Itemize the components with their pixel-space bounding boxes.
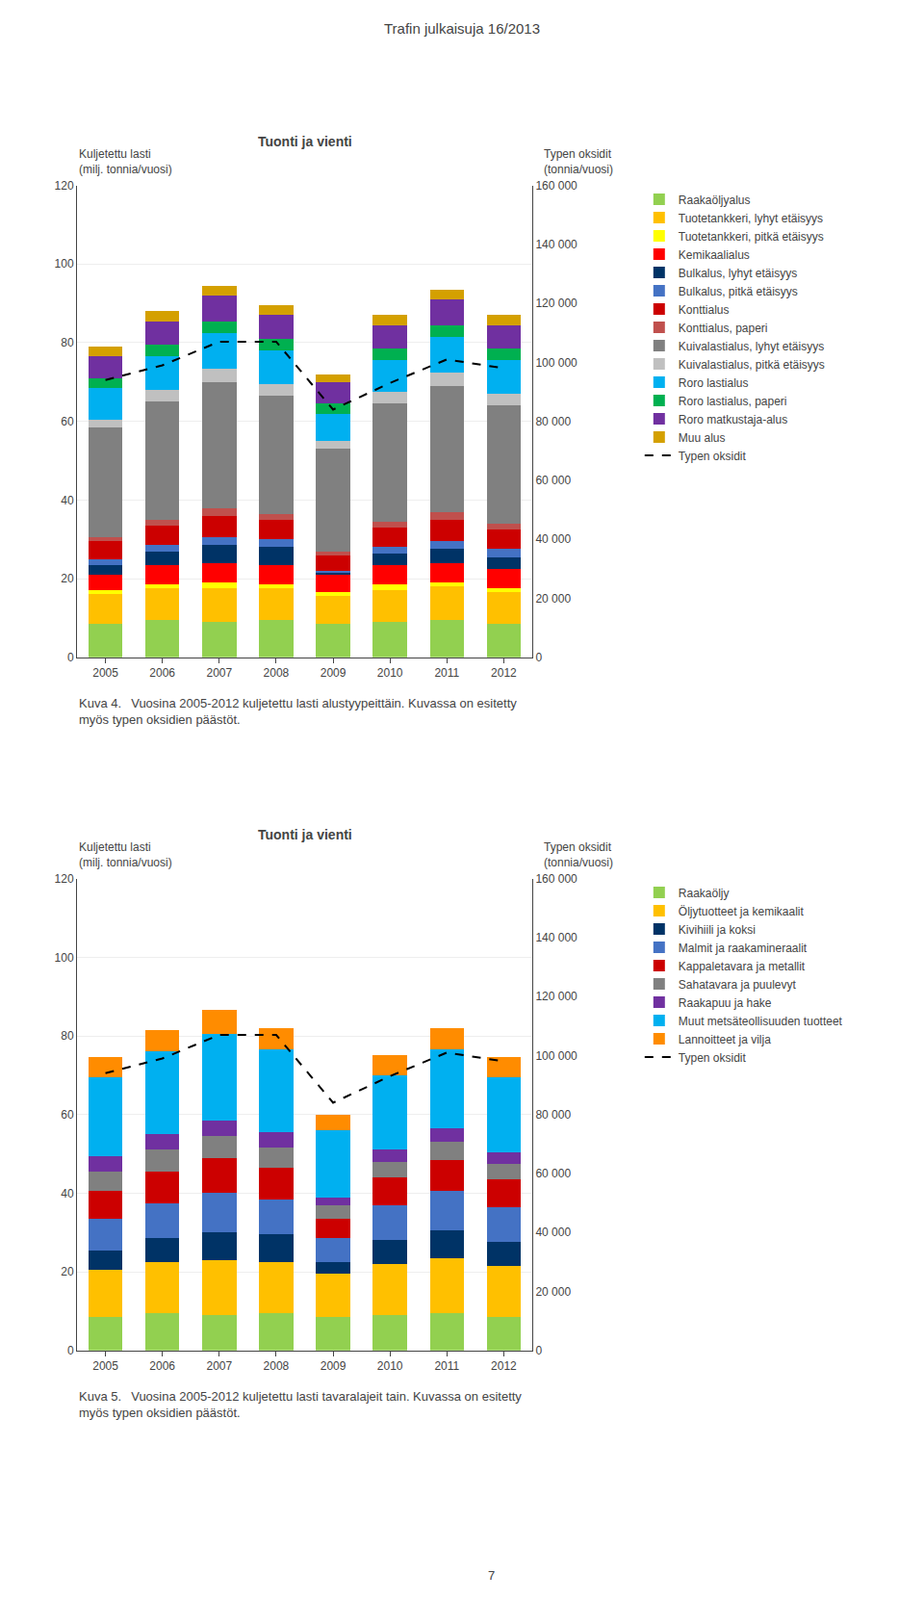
- svg-text:0: 0: [67, 1343, 75, 1358]
- svg-text:Muut metsäteollisuuden tuottee: Muut metsäteollisuuden tuotteet: [678, 1014, 844, 1028]
- svg-text:120 000: 120 000: [535, 296, 578, 310]
- svg-text:7: 7: [487, 1567, 495, 1583]
- svg-text:0: 0: [535, 650, 542, 665]
- svg-text:100: 100: [54, 950, 75, 965]
- svg-text:Trafin julkaisuja 16/2013: Trafin julkaisuja 16/2013: [384, 20, 540, 37]
- svg-text:60: 60: [60, 1107, 75, 1122]
- svg-text:2009: 2009: [320, 1359, 347, 1373]
- svg-text:Typen oksidit(tonnia/vuosi): Typen oksidit(tonnia/vuosi): [543, 147, 614, 177]
- svg-text:100 000: 100 000: [535, 356, 578, 370]
- svg-text:2005: 2005: [92, 666, 119, 680]
- svg-text:120: 120: [54, 872, 75, 886]
- svg-text:20: 20: [60, 1264, 75, 1279]
- svg-text:20: 20: [60, 571, 75, 586]
- svg-text:Kivihiili ja koksi: Kivihiili ja koksi: [678, 923, 756, 937]
- svg-text:Kuva 5. Vuosina 2005-2012 kul: Kuva 5. Vuosina 2005-2012 kuljetettu las…: [78, 1388, 522, 1420]
- svg-text:80 000: 80 000: [535, 414, 571, 429]
- svg-text:Lannoitteet ja vilja: Lannoitteet ja vilja: [678, 1032, 771, 1047]
- svg-text:Bulkalus, pitkä etäisyys: Bulkalus, pitkä etäisyys: [678, 284, 798, 299]
- svg-text:Roro lastialus, paperi: Roro lastialus, paperi: [678, 394, 788, 409]
- svg-text:2011: 2011: [434, 666, 460, 680]
- svg-text:100 000: 100 000: [535, 1049, 578, 1063]
- svg-text:40: 40: [60, 493, 75, 508]
- svg-text:Kuivalastialus, lyhyt etäisyys: Kuivalastialus, lyhyt etäisyys: [678, 339, 824, 354]
- svg-text:Konttialus: Konttialus: [678, 303, 730, 317]
- svg-text:Konttialus, paperi: Konttialus, paperi: [678, 321, 769, 335]
- svg-text:Raakapuu ja hake: Raakapuu ja hake: [678, 996, 772, 1010]
- svg-text:2012: 2012: [490, 666, 517, 680]
- svg-text:140 000: 140 000: [535, 930, 578, 945]
- svg-text:2010: 2010: [377, 1359, 404, 1373]
- svg-text:2008: 2008: [263, 666, 290, 680]
- svg-text:0: 0: [535, 1343, 542, 1358]
- svg-text:Kemikaalialus: Kemikaalialus: [678, 248, 750, 262]
- svg-text:40 000: 40 000: [535, 532, 571, 546]
- svg-text:Kuljetettu lasti(milj. tonnia/: Kuljetettu lasti(milj. tonnia/vuosi): [78, 147, 173, 177]
- svg-text:2009: 2009: [320, 666, 347, 680]
- svg-text:80: 80: [60, 335, 75, 350]
- svg-text:Öljytuotteet ja kemikaalit: Öljytuotteet ja kemikaalit: [678, 904, 805, 919]
- svg-text:Muu alus: Muu alus: [678, 431, 726, 445]
- svg-text:40: 40: [60, 1186, 75, 1201]
- svg-text:Tuotetankkeri, lyhyt etäisyys: Tuotetankkeri, lyhyt etäisyys: [678, 211, 823, 226]
- svg-text:160 000: 160 000: [535, 179, 578, 193]
- svg-text:2011: 2011: [434, 1359, 460, 1373]
- svg-text:80 000: 80 000: [535, 1107, 571, 1122]
- svg-text:Raakaöljyalus: Raakaöljyalus: [678, 193, 751, 207]
- svg-text:2007: 2007: [205, 1359, 232, 1373]
- svg-text:Bulkalus, lyhyt etäisyys: Bulkalus, lyhyt etäisyys: [678, 266, 797, 281]
- svg-text:2005: 2005: [92, 1359, 119, 1373]
- svg-text:160 000: 160 000: [535, 872, 578, 886]
- svg-text:Typen oksidit: Typen oksidit: [678, 1051, 747, 1065]
- svg-text:60: 60: [60, 414, 75, 429]
- svg-text:Kuva 4. Vuosina 2005-2012 kul: Kuva 4. Vuosina 2005-2012 kuljetettu las…: [78, 695, 517, 727]
- svg-text:Typen oksidit: Typen oksidit: [678, 449, 747, 463]
- svg-text:Roro lastialus: Roro lastialus: [678, 376, 749, 390]
- svg-text:20 000: 20 000: [535, 1284, 571, 1299]
- svg-text:20 000: 20 000: [535, 591, 571, 606]
- svg-text:Roro matkustaja-alus: Roro matkustaja-alus: [678, 412, 788, 427]
- svg-text:Kuljetettu lasti(milj. tonnia/: Kuljetettu lasti(milj. tonnia/vuosi): [78, 840, 173, 870]
- svg-text:60 000: 60 000: [535, 473, 571, 488]
- svg-text:60 000: 60 000: [535, 1166, 571, 1181]
- svg-text:2007: 2007: [205, 666, 232, 680]
- svg-text:2012: 2012: [490, 1359, 517, 1373]
- svg-text:2008: 2008: [263, 1359, 290, 1373]
- svg-text:Sahatavara ja puulevyt: Sahatavara ja puulevyt: [678, 977, 797, 992]
- svg-text:Tuonti ja vienti: Tuonti ja vienti: [257, 826, 353, 843]
- svg-text:2010: 2010: [377, 666, 404, 680]
- svg-text:Malmit ja raakamineraalit: Malmit ja raakamineraalit: [678, 941, 808, 955]
- svg-text:Tuonti ja vienti: Tuonti ja vienti: [257, 133, 353, 150]
- svg-text:Typen oksidit(tonnia/vuosi): Typen oksidit(tonnia/vuosi): [543, 840, 614, 870]
- svg-text:120 000: 120 000: [535, 989, 578, 1003]
- svg-text:Tuotetankkeri, pitkä etäisyys: Tuotetankkeri, pitkä etäisyys: [678, 230, 824, 244]
- svg-text:2006: 2006: [149, 666, 176, 680]
- svg-text:Raakaöljy: Raakaöljy: [678, 886, 730, 900]
- svg-text:Kappaletavara ja metallit: Kappaletavara ja metallit: [678, 959, 806, 974]
- svg-text:140 000: 140 000: [535, 237, 578, 252]
- svg-text:0: 0: [67, 650, 75, 665]
- svg-text:80: 80: [60, 1028, 75, 1043]
- svg-text:40 000: 40 000: [535, 1225, 571, 1239]
- svg-text:Kuivalastialus, pitkä etäisyys: Kuivalastialus, pitkä etäisyys: [678, 358, 825, 372]
- svg-text:100: 100: [54, 256, 75, 271]
- svg-text:2006: 2006: [149, 1359, 176, 1373]
- svg-text:120: 120: [54, 179, 75, 193]
